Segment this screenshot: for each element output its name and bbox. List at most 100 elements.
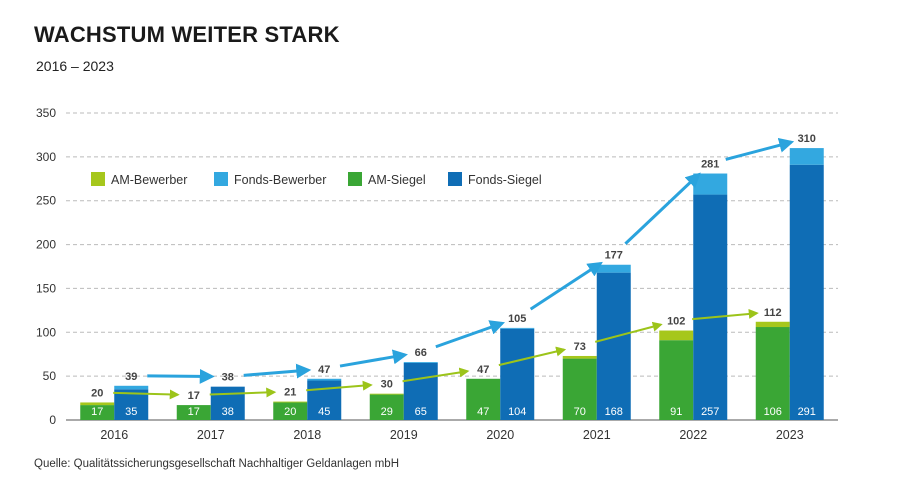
trend-arrow-am (594, 321, 663, 343)
label-am-total: 73 (574, 341, 586, 353)
label-fonds-total: 47 (318, 364, 330, 376)
x-tick-label: 2019 (390, 428, 418, 442)
trend-arrow-am (498, 346, 567, 367)
label-fonds-siegel: 35 (125, 406, 137, 418)
bar-am-siegel (273, 402, 308, 420)
bar-am-bewerber (80, 402, 115, 406)
label-am-siegel: 17 (91, 406, 103, 418)
bar-am-bewerber (273, 401, 308, 403)
y-tick-label: 250 (36, 194, 56, 208)
x-tick-label: 2021 (583, 428, 611, 442)
y-tick-label: 50 (43, 369, 57, 383)
label-fonds-total: 281 (701, 159, 719, 171)
grid-lines (66, 112, 838, 377)
label-fonds-siegel: 38 (222, 406, 234, 418)
legend-swatch (91, 172, 105, 186)
bar-fonds-bewerber (114, 385, 149, 390)
source-note: Quelle: Qualitätssicherungsgesellschaft … (34, 458, 400, 470)
bar-fonds-siegel (210, 386, 245, 420)
data-labels: 17 35 20 39 17 38 17 38 20 45 21 47 29 65 30 66 47 104 47 1… (91, 133, 816, 418)
trend-arrows (113, 137, 795, 400)
label-fonds-siegel: 45 (318, 406, 330, 418)
legend-swatch (214, 172, 228, 186)
label-am-siegel: 47 (477, 406, 489, 418)
bar-am-siegel (80, 405, 115, 420)
label-am-siegel: 20 (284, 406, 296, 418)
bar-am-siegel (176, 405, 211, 420)
legend-label: Fonds-Bewerber (234, 173, 326, 187)
x-tick-label: 2020 (486, 428, 514, 442)
trend-arrow-am (692, 308, 759, 321)
bar-fonds-bewerber (403, 362, 438, 363)
bar-fonds-siegel (693, 194, 728, 420)
trend-arrow-fonds (725, 137, 795, 161)
chart-title: WACHSTUM WEITER STARK (34, 22, 340, 47)
bar-fonds-bewerber (500, 327, 535, 329)
y-tick-label: 300 (36, 150, 56, 164)
bar-fonds-siegel (403, 362, 438, 420)
y-tick-label: 200 (36, 238, 56, 252)
legend-label: Fonds-Siegel (468, 173, 542, 187)
bar-fonds-bewerber (596, 264, 631, 273)
chart-subtitle: 2016 – 2023 (36, 58, 114, 74)
trend-arrow-am (209, 387, 277, 398)
bar-am-siegel (562, 358, 597, 420)
label-fonds-siegel: 257 (701, 406, 719, 418)
label-fonds-siegel: 168 (605, 406, 623, 418)
y-tick-label: 0 (49, 413, 56, 427)
x-tick-label: 2018 (293, 428, 321, 442)
y-tick-label: 150 (36, 281, 56, 295)
label-fonds-siegel: 104 (508, 406, 526, 418)
label-am-total: 20 (91, 387, 103, 399)
label-am-total: 30 (381, 379, 393, 391)
trend-arrow-fonds (435, 320, 505, 349)
bars (80, 148, 824, 420)
bar-fonds-siegel (789, 164, 824, 420)
legend-swatch (348, 172, 362, 186)
label-am-total: 102 (667, 316, 685, 328)
bar-am-siegel (369, 394, 404, 420)
label-fonds-siegel: 65 (415, 406, 427, 418)
trend-arrow-fonds (243, 363, 312, 379)
legend: AM-Bewerber Fonds-Bewerber AM-Siegel Fonds-… (91, 172, 542, 187)
label-fonds-siegel: 291 (798, 406, 816, 418)
label-am-siegel: 70 (574, 406, 586, 418)
label-am-total: 112 (764, 307, 782, 319)
x-tick-label: 2016 (100, 428, 128, 442)
bar-fonds-siegel (500, 328, 535, 420)
bar-fonds-bewerber (693, 173, 728, 195)
legend-label: AM-Siegel (368, 173, 426, 187)
bar-fonds-bewerber (307, 378, 342, 381)
label-fonds-total: 105 (508, 313, 526, 325)
bar-am-siegel (755, 327, 790, 420)
trend-arrow-fonds (339, 349, 408, 368)
label-am-total: 47 (477, 364, 489, 376)
trend-arrow-am (402, 367, 470, 383)
bar-am-bewerber (659, 330, 694, 341)
label-fonds-total: 39 (125, 371, 137, 383)
trend-arrow-am (306, 380, 373, 392)
bar-fonds-bewerber (789, 148, 824, 165)
label-am-total: 21 (284, 387, 296, 399)
label-fonds-total: 38 (222, 372, 234, 384)
trend-arrow-fonds (529, 261, 603, 311)
bar-am-bewerber (369, 393, 404, 395)
x-tick-label: 2023 (776, 428, 804, 442)
y-tick-label: 350 (36, 106, 56, 120)
label-fonds-total: 66 (415, 347, 427, 359)
bar-am-bewerber (755, 321, 790, 328)
trend-arrow-fonds (624, 172, 701, 245)
bar-fonds-siegel (596, 272, 631, 420)
legend-label: AM-Bewerber (111, 173, 187, 187)
label-am-siegel: 106 (764, 406, 782, 418)
label-am-siegel: 91 (670, 406, 682, 418)
x-tick-label: 2022 (679, 428, 707, 442)
bar-am-siegel (466, 378, 501, 420)
label-am-siegel: 29 (381, 406, 393, 418)
trend-arrow-am (113, 389, 180, 400)
label-fonds-total: 310 (798, 133, 816, 145)
legend-swatch (448, 172, 462, 186)
bar-am-siegel (659, 340, 694, 420)
trend-arrow-fonds (147, 368, 215, 384)
